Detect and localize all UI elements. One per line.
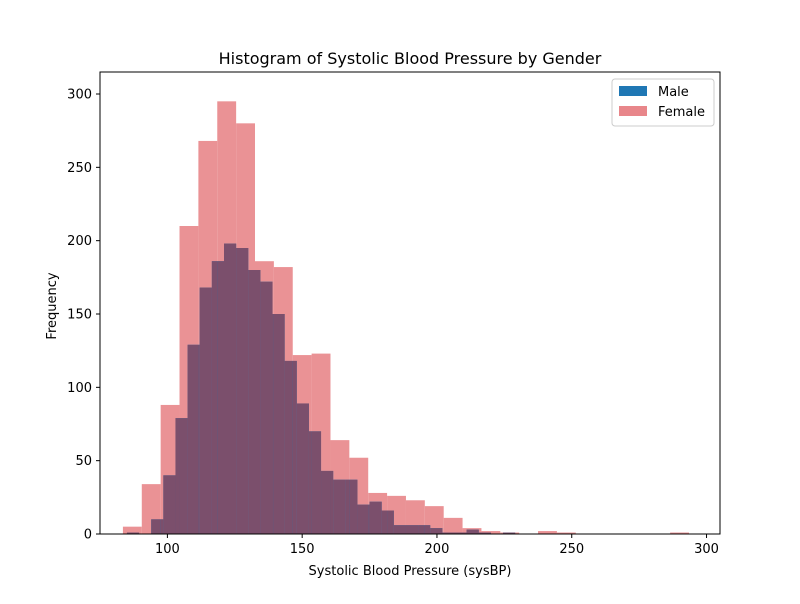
overlap-bar — [369, 501, 382, 534]
overlap-bar — [151, 519, 161, 534]
plot-area: 100 150 200 250 300 0 50 100 150 200 250 300 — [67, 71, 721, 557]
overlap-bar — [381, 510, 388, 534]
female-bar — [538, 531, 557, 534]
overlap-bar — [296, 403, 309, 534]
y-tick-label: 150 — [67, 308, 92, 323]
overlap-bar — [199, 287, 212, 534]
legend-label-male: Male — [658, 85, 689, 100]
overlap-bar — [292, 360, 297, 534]
overlap-bars — [126, 243, 516, 534]
overlap-bar — [330, 470, 334, 534]
y-axis-ticks: 0 50 100 150 200 250 300 — [67, 88, 100, 543]
x-tick-label: 150 — [290, 542, 315, 557]
overlap-bar — [311, 431, 322, 534]
x-tick-label: 100 — [155, 542, 180, 557]
overlap-bar — [424, 525, 431, 534]
overlap-bar — [126, 532, 140, 534]
overlap-bar — [481, 532, 491, 534]
legend-swatch-female — [619, 106, 647, 116]
y-tick-label: 100 — [67, 381, 92, 396]
overlap-bar — [321, 470, 331, 534]
overlap-bar — [478, 532, 482, 534]
female-bar — [122, 526, 142, 534]
legend-swatch-male — [619, 86, 647, 96]
y-tick-label: 300 — [67, 88, 92, 103]
overlap-bar — [345, 479, 350, 534]
chart-title: Histogram of Systolic Blood Pressure by … — [219, 49, 602, 68]
overlap-bar — [198, 344, 200, 534]
overlap-bar — [217, 261, 224, 534]
legend-label-female: Female — [658, 105, 705, 120]
legend: Male Female — [611, 78, 715, 127]
overlap-bar — [248, 270, 255, 534]
y-tick-label: 250 — [67, 161, 92, 176]
overlap-bar — [418, 525, 425, 534]
overlap-bar — [368, 504, 370, 534]
overlap-bar — [187, 344, 199, 534]
overlap-bar — [255, 270, 261, 534]
y-axis-label: Frequency — [45, 272, 60, 339]
overlap-bar — [349, 479, 358, 534]
overlap-bar — [462, 532, 467, 534]
overlap-bar — [160, 519, 164, 534]
x-axis-ticks: 100 150 200 250 300 — [155, 534, 719, 557]
x-axis-label: Systolic Blood Pressure (sysBP) — [309, 564, 512, 579]
female-bar — [443, 517, 463, 534]
y-tick-label: 0 — [84, 528, 92, 543]
overlap-bar — [273, 314, 285, 534]
overlap-bar — [211, 261, 218, 534]
female-bar — [670, 532, 689, 534]
overlap-bar — [430, 528, 443, 534]
overlap-bar — [272, 314, 274, 534]
overlap-bar — [466, 529, 479, 534]
overlap-bar — [454, 532, 463, 534]
female-bar — [556, 532, 576, 534]
axes-frame — [99, 71, 721, 535]
overlap-bar — [175, 418, 180, 534]
overlap-bar — [442, 532, 444, 534]
overlap-bar — [284, 360, 293, 534]
overlap-bar — [443, 532, 455, 534]
x-tick-label: 250 — [559, 542, 584, 557]
overlap-bar — [236, 248, 249, 534]
overlap-bar — [387, 510, 394, 534]
overlap-bar — [357, 504, 369, 534]
overlap-bar — [260, 281, 273, 534]
overlap-bar — [224, 243, 237, 534]
x-tick-label: 200 — [425, 542, 450, 557]
overlap-bar — [333, 479, 346, 534]
x-tick-label: 300 — [694, 542, 719, 557]
y-tick-label: 50 — [75, 454, 92, 469]
overlap-bar — [163, 475, 176, 534]
y-tick-label: 200 — [67, 234, 92, 249]
overlap-bar — [308, 431, 312, 534]
overlap-bar — [393, 525, 406, 534]
overlap-bar — [179, 418, 188, 534]
overlap-bar — [405, 525, 419, 534]
overlap-bar — [503, 532, 516, 534]
